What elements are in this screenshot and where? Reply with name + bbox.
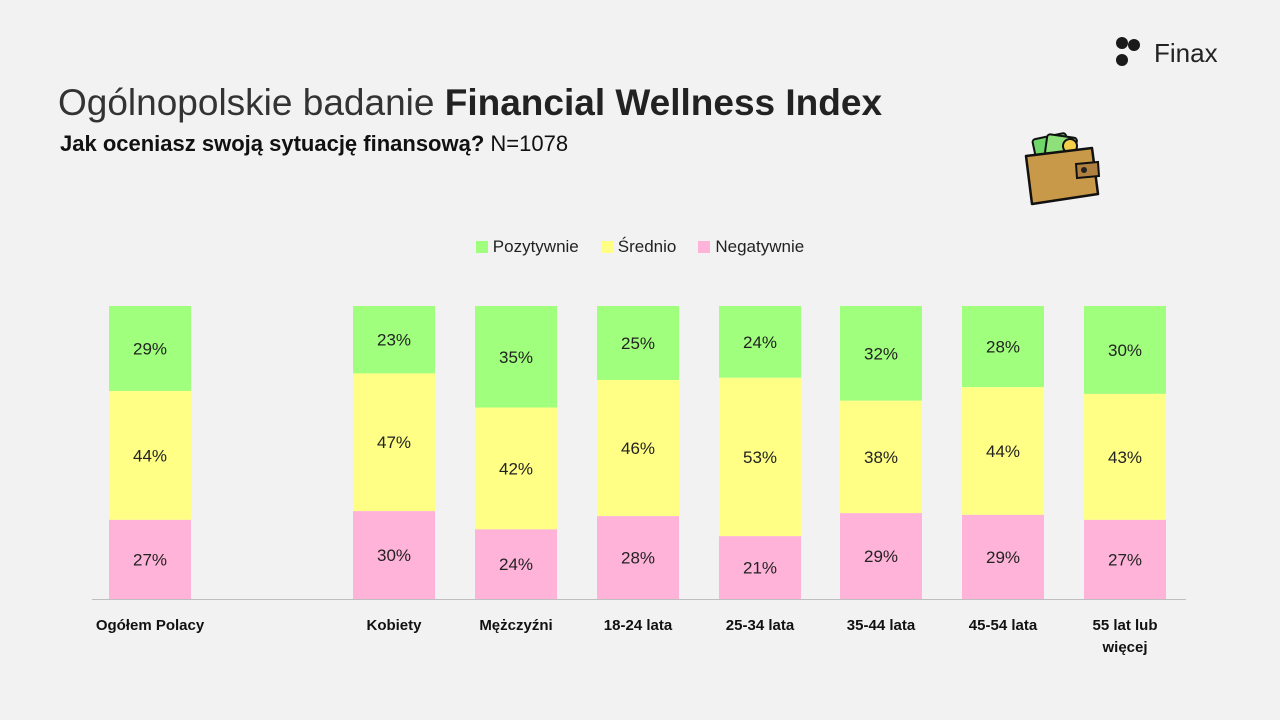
data-label-negative-5: 29% [864,547,898,566]
data-label-average-5: 38% [864,448,898,467]
data-label-positive-4: 24% [743,333,777,352]
bar-average-1 [353,373,435,512]
legend-label-positive: Pozytywnie [492,237,579,256]
bar-positive-6 [962,306,1044,388]
data-label-negative-1: 30% [377,546,411,565]
legend-label-average: Średnio [617,237,677,256]
legend-swatch-average [600,241,613,253]
bar-average-4 [719,377,801,537]
brand-logo: Finax [1114,36,1244,70]
data-label-average-0: 44% [133,446,167,465]
bar-negative-2 [475,529,557,599]
bar-negative-7 [1084,519,1166,599]
data-label-negative-4: 21% [743,559,777,578]
bar-average-2 [475,407,557,530]
bar-positive-4 [719,306,801,378]
data-label-negative-0: 27% [133,550,167,569]
category-label-5: 35-44 lata [847,617,916,634]
bar-negative-6 [962,514,1044,599]
legend-item-negative: Negatywnie [698,237,804,257]
finax-logo-icon [1116,37,1140,66]
chart-legend: Pozytywnie Średnio Negatywnie [0,237,1280,257]
data-label-positive-2: 35% [499,348,533,367]
category-label-1: Kobiety [366,617,422,634]
bar-negative-3 [597,516,679,599]
bar-positive-2 [475,306,557,408]
data-label-negative-6: 29% [986,548,1020,567]
data-label-positive-3: 25% [621,334,655,353]
legend-swatch-positive [475,241,488,253]
page-subtitle: Jak oceniasz swoją sytuację finansową? N… [60,131,569,156]
bar-average-0 [109,390,191,520]
data-label-average-1: 47% [377,433,411,452]
page-title: Ogólnopolskie badanie Financial Wellness… [58,82,883,123]
bar-negative-0 [109,519,191,599]
data-label-negative-2: 24% [499,555,533,574]
bar-positive-5 [840,306,922,401]
data-label-average-7: 43% [1108,448,1142,467]
data-label-average-4: 53% [743,448,777,467]
bar-positive-1 [353,306,435,374]
bar-average-5 [840,400,922,514]
bar-average-7 [1084,393,1166,520]
data-label-positive-0: 29% [133,339,167,358]
category-label-0: Ogółem Polacy [96,617,205,634]
data-label-average-2: 42% [499,459,533,478]
category-label-6: 45-54 lata [969,617,1038,634]
bar-negative-5 [840,513,922,599]
bar-positive-3 [597,306,679,380]
legend-swatch-negative [698,241,711,253]
category-label-3: 18-24 lata [604,617,673,634]
bar-average-3 [597,379,679,517]
bar-average-6 [962,387,1044,515]
category-label-7: 55 lat lub [1092,617,1157,634]
bar-positive-0 [109,306,191,391]
wallet-illustration-icon [1024,132,1101,206]
brand-name: Finax [1154,38,1218,68]
category-label-2: Mężczyźni [479,617,552,634]
legend-label-negative: Negatywnie [715,237,805,256]
bar-positive-7 [1084,306,1166,394]
data-label-negative-7: 27% [1108,550,1142,569]
data-label-positive-7: 30% [1108,341,1142,360]
data-label-positive-1: 23% [377,331,411,350]
data-label-average-3: 46% [621,439,655,458]
category-label-4: 25-34 lata [726,617,795,634]
data-label-positive-5: 32% [864,344,898,363]
category-label-7: więcej [1101,639,1147,656]
data-label-average-6: 44% [986,442,1020,461]
data-label-positive-6: 28% [986,338,1020,357]
bar-negative-1 [353,511,435,599]
bar-negative-4 [719,536,801,599]
legend-item-average: Średnio [600,237,677,257]
legend-item-positive: Pozytywnie [475,237,579,257]
data-label-negative-3: 28% [621,549,655,568]
